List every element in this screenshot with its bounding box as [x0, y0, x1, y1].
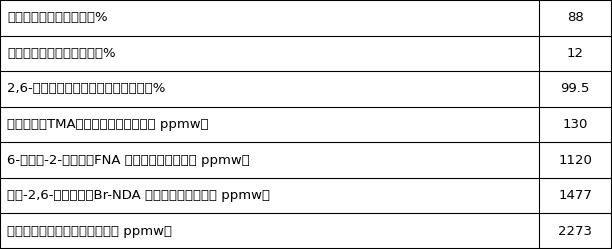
Text: 130: 130 — [562, 118, 588, 131]
Text: 浆料中水的重量百分比，%: 浆料中水的重量百分比，% — [7, 11, 108, 24]
Text: 6-甲酰基-2-萘甲酸（FNA 按重量计占总固体的 ppmw）: 6-甲酰基-2-萘甲酸（FNA 按重量计占总固体的 ppmw） — [7, 154, 250, 167]
Text: 12: 12 — [567, 47, 584, 60]
Text: 1477: 1477 — [558, 189, 592, 202]
Text: 2273: 2273 — [558, 225, 592, 238]
Text: 浆料中固体的重量百分比，%: 浆料中固体的重量百分比，% — [7, 47, 116, 60]
Text: 偏苯三酸（TMA，按重量计占总固体的 ppmw）: 偏苯三酸（TMA，按重量计占总固体的 ppmw） — [7, 118, 209, 131]
Text: 2,6-萘二甲酸占总固体的重量百分比，%: 2,6-萘二甲酸占总固体的重量百分比，% — [7, 82, 166, 95]
Text: 其他杂质（按重量计占总固体的 ppmw）: 其他杂质（按重量计占总固体的 ppmw） — [7, 225, 173, 238]
Text: 1120: 1120 — [558, 154, 592, 167]
Text: 99.5: 99.5 — [561, 82, 590, 95]
Text: 88: 88 — [567, 11, 584, 24]
Text: 溴代-2,6-萘二甲酸（Br-NDA 按重量计占总固体的 ppmw）: 溴代-2,6-萘二甲酸（Br-NDA 按重量计占总固体的 ppmw） — [7, 189, 271, 202]
